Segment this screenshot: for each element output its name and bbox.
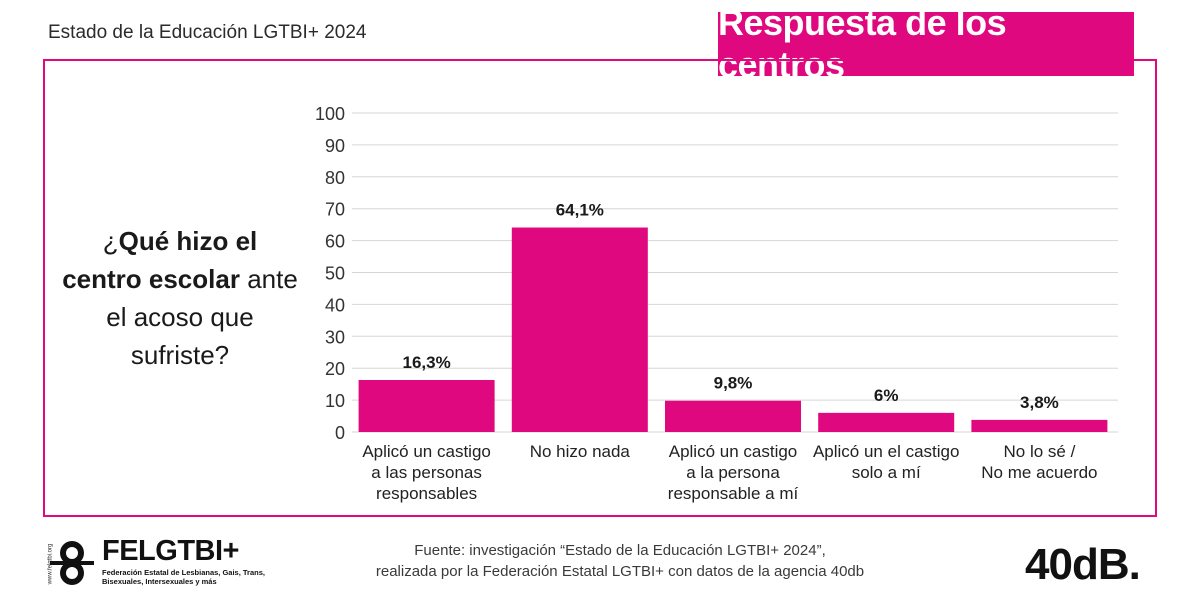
bar [358,380,495,432]
y-tick-label: 20 [325,359,345,379]
data-label: 9,8% [714,374,753,393]
question-bold: Qué hizo el centro escolar [62,226,258,294]
x-tick-label: Aplicó un castigo [362,442,491,461]
x-tick-label: solo a mí [852,463,921,482]
source-line-2: realizada por la Federación Estatal LGTB… [375,563,865,580]
y-tick-label: 60 [325,232,345,252]
data-label: 16,3% [402,353,450,372]
felgtbi-subtitle: Federación Estatal de Lesbianas, Gais, T… [102,568,265,586]
y-tick-label: 30 [325,327,345,347]
gender-symbols-icon [50,541,94,585]
x-tick-label: No lo sé / [1003,442,1075,461]
y-tick-label: 80 [325,168,345,188]
x-tick-label: No hizo nada [530,442,631,461]
data-label: 3,8% [1020,393,1059,412]
y-tick-label: 70 [325,200,345,220]
report-title: Estado de la Educación LGTBI+ 2024 [48,22,367,43]
x-tick-label: Aplicó un castigo [669,442,798,461]
source-note: Fuente: investigación “Estado de la Educ… [320,540,920,582]
x-tick-label: a la persona [686,463,780,482]
x-tick-label: Aplicó un el castigo [813,442,959,461]
y-tick-label: 100 [315,104,345,124]
data-label: 6% [874,386,899,405]
y-tick-label: 90 [325,136,345,156]
source-line-1: Fuente: investigación “Estado de la Educ… [414,542,826,559]
bar [665,400,801,432]
x-tick-label: responsables [376,484,477,503]
bar [971,419,1108,432]
x-tick-label: a las personas [371,463,482,482]
y-tick-label: 50 [325,264,345,284]
question-rest: ante el acoso que sufriste? [106,264,298,370]
x-tick-label: No me acuerdo [981,463,1097,482]
question-text: ¿Qué hizo el centro escolar ante el acos… [60,222,300,374]
chart-frame [43,59,1157,517]
agency-logo: 40dB. [1025,540,1141,589]
data-label: 64,1% [556,201,604,220]
x-tick-label: responsable a mí [668,484,799,503]
felgtbi-logo: www.felgtbi.org FELGTBI+ Federación Esta… [44,535,265,591]
bar [818,412,955,432]
y-tick-label: 0 [335,423,345,443]
bar [511,227,648,432]
y-tick-label: 10 [325,391,345,411]
felgtbi-name: FELGTBI+ [102,535,239,567]
question-prefix: ¿ [102,226,119,256]
section-badge: Respuesta de los centros [718,2,1134,85]
y-tick-label: 40 [325,295,345,315]
